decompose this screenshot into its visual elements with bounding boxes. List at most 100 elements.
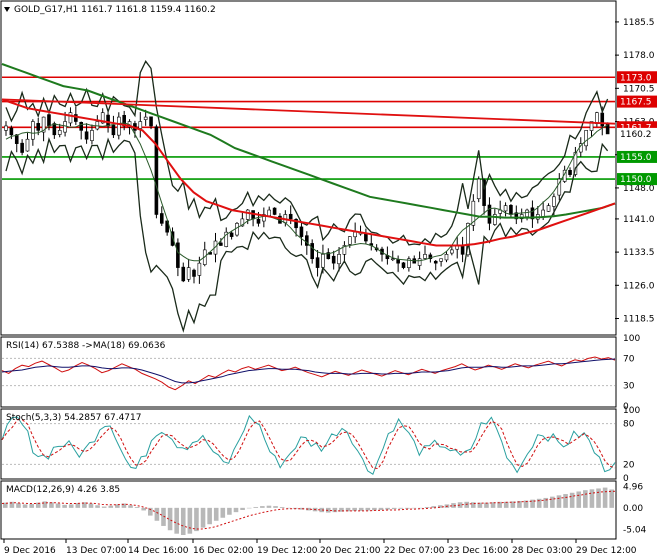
macd-histogram-bar — [477, 502, 483, 508]
rsi-ma-line — [1, 358, 616, 384]
candle-body — [471, 200, 476, 226]
current-price-tag — [617, 127, 657, 140]
stochastic-pane: 100 80 20 0 — [1, 406, 640, 484]
macd-histogram-bar — [115, 504, 120, 508]
main-header: GOLD_G17,H1 1161.7 1161.8 1159.4 1160.2 — [14, 5, 216, 15]
candle-body — [546, 205, 551, 212]
macd-histogram-bar — [286, 507, 292, 509]
price-tick-label: 1148.0 — [623, 184, 655, 194]
macd-histogram-bar — [484, 502, 489, 508]
candle-body — [331, 255, 336, 264]
envelope-lower-line — [5, 137, 609, 333]
macd-histogram-bar — [3, 502, 8, 508]
candle-body — [401, 262, 406, 268]
candle-body — [364, 233, 368, 242]
candle-body — [321, 254, 325, 268]
macd-histogram-bar — [49, 502, 54, 508]
candle-body — [487, 204, 492, 224]
moving-average-red-line — [1, 98, 616, 247]
candle-body — [595, 112, 599, 124]
rsi-tick-label: 70 — [623, 354, 635, 364]
macd-histogram-bar — [424, 506, 430, 508]
macd-histogram-bar — [583, 490, 588, 508]
candle-body — [74, 114, 78, 122]
candle-body — [36, 123, 41, 131]
macd-histogram-bar — [609, 489, 614, 508]
macd-histogram-bar — [451, 503, 456, 508]
price-tick-label: 1141.0 — [623, 215, 655, 225]
macd-histogram-bar — [563, 494, 568, 508]
candle-body — [568, 170, 572, 175]
stoch-d-line — [1, 419, 616, 470]
rsi-header: RSI(14) 67.5388 ->MA(18) 69.0636 — [6, 341, 166, 351]
candle-body — [4, 125, 8, 131]
time-tick-label: 20 Dec 21:00 — [320, 546, 381, 556]
candle-body — [143, 116, 148, 120]
macd-histogram-bar — [385, 507, 390, 510]
macd-tick-label: 4.96 — [623, 482, 643, 492]
candle-body — [310, 243, 314, 260]
macd-histogram-bar — [470, 502, 476, 508]
macd-histogram-bar — [378, 507, 384, 510]
macd-histogram-bar — [431, 506, 437, 508]
macd-histogram-bar — [530, 499, 535, 508]
macd-histogram-bar — [550, 496, 555, 508]
macd-histogram-bar — [42, 501, 48, 508]
moving-average-green-line — [1, 63, 616, 219]
macd-tick-label: 0.00 — [623, 504, 643, 514]
candle-body — [493, 214, 497, 225]
candle-body — [267, 209, 272, 217]
macd-histogram-bar — [510, 501, 516, 508]
candle-body — [417, 258, 422, 266]
candle-body — [90, 130, 94, 141]
macd-histogram-bar — [556, 495, 562, 508]
main-pane-frame — [0, 0, 617, 336]
macd-histogram-bar — [68, 504, 74, 508]
candle-body — [299, 226, 304, 237]
price-tick-label: 1126.0 — [623, 281, 655, 291]
time-tick-label: 14 Dec 16:00 — [128, 546, 189, 556]
candle-body — [423, 254, 427, 259]
macd-histogram-bar — [75, 503, 81, 508]
candle-body — [106, 114, 110, 127]
price-tick-label: 1185.5 — [623, 18, 655, 28]
macd-histogram-bar — [372, 507, 377, 511]
macd-histogram-bar — [9, 501, 15, 508]
candle-body — [245, 209, 250, 220]
candle-body — [450, 249, 454, 254]
candle-body — [326, 252, 331, 260]
stoch-tick-label: 20 — [623, 460, 635, 470]
stoch-tick-label: 100 — [623, 406, 640, 416]
candle-body — [552, 196, 556, 207]
macd-histogram-bar — [319, 507, 324, 513]
envelope-upper-line — [5, 60, 609, 246]
macd-histogram-bar — [240, 507, 245, 510]
macd-histogram-bar — [405, 507, 410, 509]
candle-body — [407, 258, 411, 268]
macd-histogram-bar — [596, 488, 601, 508]
macd-histogram-bar — [141, 507, 147, 511]
candle-body — [52, 123, 57, 136]
level-price-tag — [617, 173, 657, 186]
price-tick-label: 1133.5 — [623, 248, 655, 258]
level-price-label: 1167.5 — [620, 98, 652, 108]
macd-histogram-bar — [121, 503, 127, 508]
candle-body — [294, 219, 298, 229]
macd-histogram-bar — [154, 507, 160, 521]
time-tick-label: 13 Dec 07:00 — [66, 546, 127, 556]
macd-histogram-bar — [134, 506, 140, 508]
macd-histogram-bar — [180, 507, 186, 535]
macd-histogram-bar — [187, 507, 193, 534]
macd-histogram-bar — [306, 507, 311, 511]
time-tick-label: 9 Dec 2016 — [4, 546, 56, 556]
macd-histogram-bar — [503, 501, 509, 508]
stoch-k-line — [1, 414, 616, 475]
candle-body — [117, 116, 121, 136]
macd-histogram-bar — [161, 507, 166, 526]
candle-body — [353, 231, 357, 238]
macd-histogram-bar — [82, 502, 87, 508]
macd-histogram-bar — [523, 500, 529, 508]
macd-histogram-bar — [602, 487, 608, 508]
macd-histogram-bar — [457, 502, 463, 508]
